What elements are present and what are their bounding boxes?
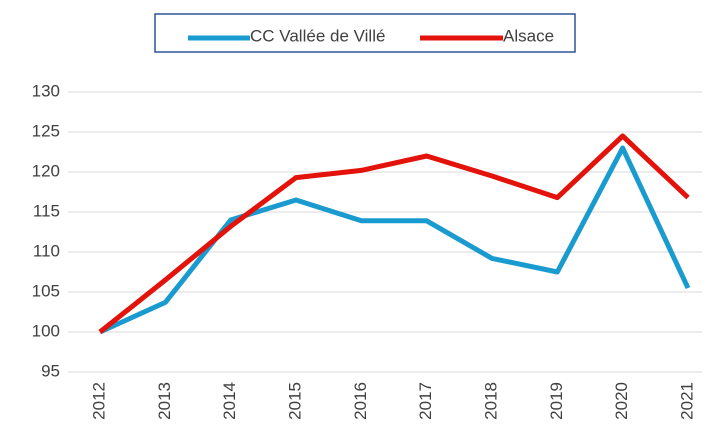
series-line <box>98 145 691 335</box>
x-tick-label: 2015 <box>285 382 304 420</box>
x-tick-label: 2021 <box>677 382 696 420</box>
legend-label: CC Vallée de Villé <box>250 26 385 45</box>
series-line <box>98 133 690 334</box>
y-tick-label: 115 <box>33 201 60 220</box>
y-tick-label: 120 <box>32 161 60 180</box>
y-tick-label: 110 <box>33 241 60 260</box>
legend-box <box>154 13 576 53</box>
y-tick-label: 95 <box>41 361 60 380</box>
x-tick-label: 2016 <box>351 382 370 420</box>
x-tick-label: 2013 <box>155 382 174 420</box>
legend-label: Alsace <box>503 26 554 45</box>
x-tick-label: 2020 <box>612 382 631 420</box>
x-tick-label: 2019 <box>547 382 566 420</box>
y-tick-label: 105 <box>32 281 60 300</box>
x-tick-label: 2018 <box>481 382 500 420</box>
x-tick-label: 2012 <box>89 382 108 420</box>
x-tick-label: 2014 <box>220 382 239 420</box>
x-tick-label: 2017 <box>416 382 435 420</box>
y-tick-label: 125 <box>32 121 60 140</box>
y-tick-label: 100 <box>32 321 60 340</box>
y-tick-label: 130 <box>32 81 60 100</box>
